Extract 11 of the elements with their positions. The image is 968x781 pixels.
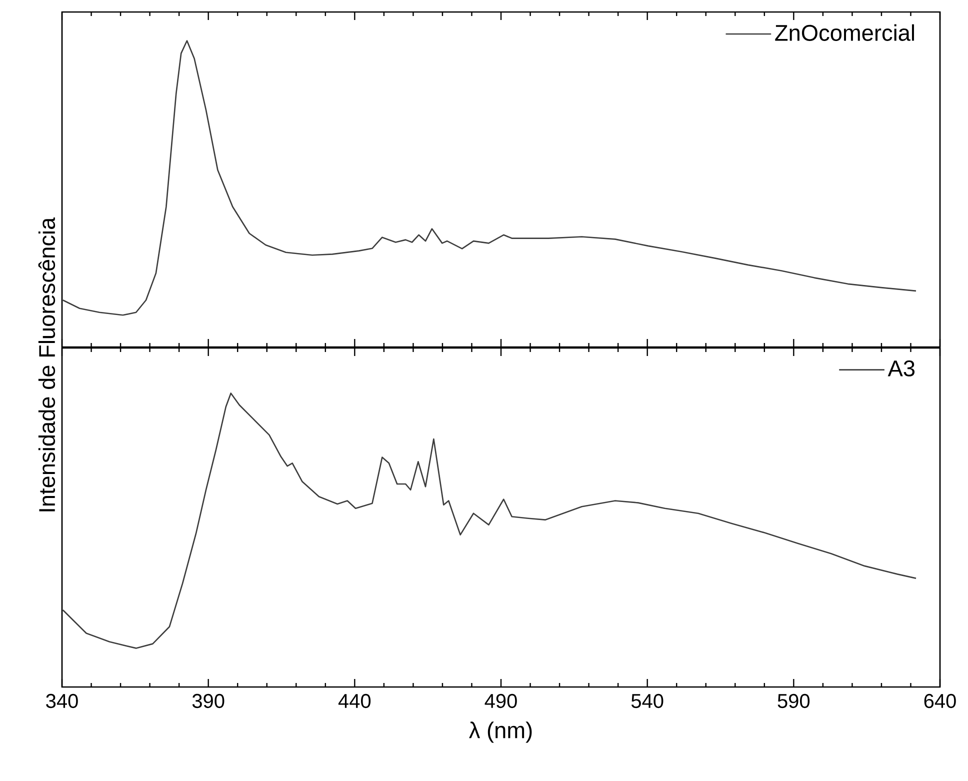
x-tick-label: 440 [338, 694, 371, 708]
legend-label: A3 [888, 360, 914, 376]
legend-label: ZnOcomercial [775, 24, 914, 41]
x-tick-label: 340 [46, 694, 78, 708]
x-tick-label: 540 [631, 694, 664, 708]
x-tick-label: 490 [484, 694, 517, 708]
x-tick-label: 590 [778, 694, 810, 708]
y-axis-title: Intensidade de Fluorescência [38, 217, 56, 512]
x-tick-label: 390 [192, 694, 224, 708]
x-tick-label: 640 [924, 694, 956, 708]
x-axis-title: λ (nm) [469, 722, 532, 743]
